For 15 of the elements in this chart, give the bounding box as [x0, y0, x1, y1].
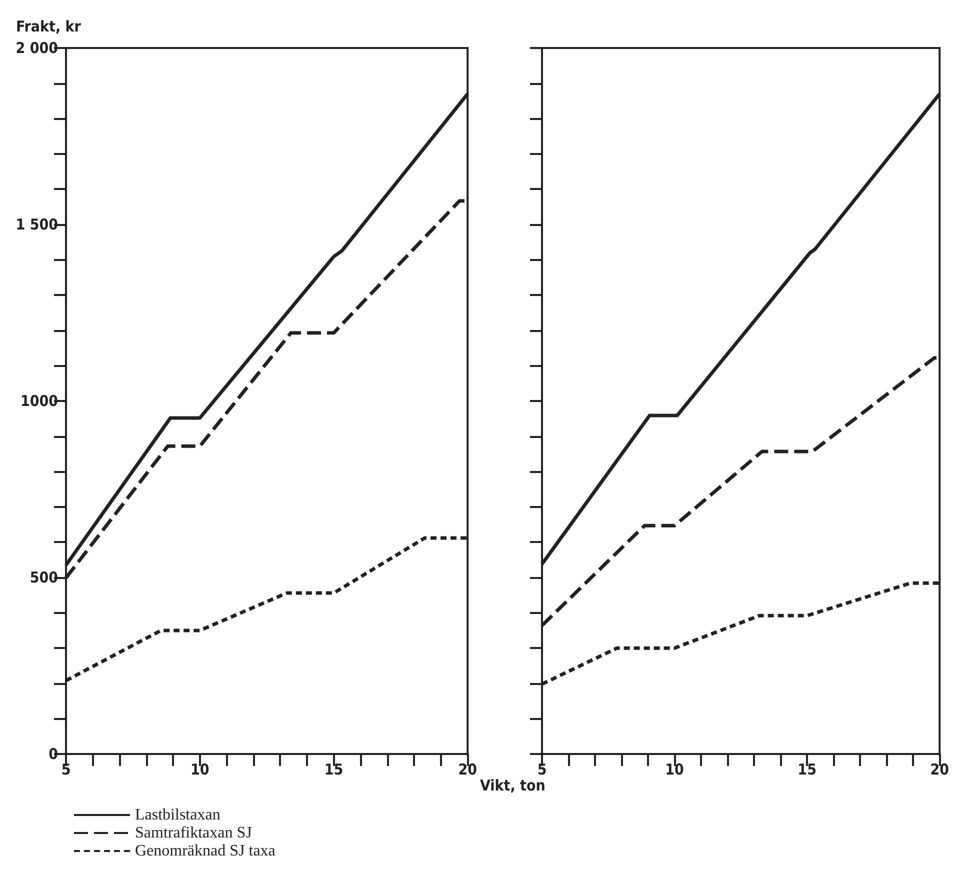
x-tick-label: 20	[930, 760, 949, 778]
x-tick-label: 10	[665, 760, 684, 778]
legend-label: Genomräknad SJ taxa	[135, 842, 276, 860]
y-tick-label: 500	[30, 568, 58, 586]
x-tick-label: 15	[324, 760, 344, 778]
y-axis-title: Frakt, kr	[16, 18, 82, 36]
x-tick-label: 15	[798, 760, 816, 778]
legend-label: Samtrafiktaxan SJ	[135, 824, 252, 842]
legend-label: Lastbilstaxan	[135, 806, 220, 824]
x-tick-label: 10	[190, 760, 210, 778]
y-tick-label: 2 000	[16, 39, 58, 57]
y-tick-label: 1000	[20, 392, 58, 410]
x-axis-title: Vikt, ton	[480, 776, 546, 794]
x-tick-label: 20	[458, 760, 477, 778]
y-tick-label: 1 500	[16, 216, 58, 234]
